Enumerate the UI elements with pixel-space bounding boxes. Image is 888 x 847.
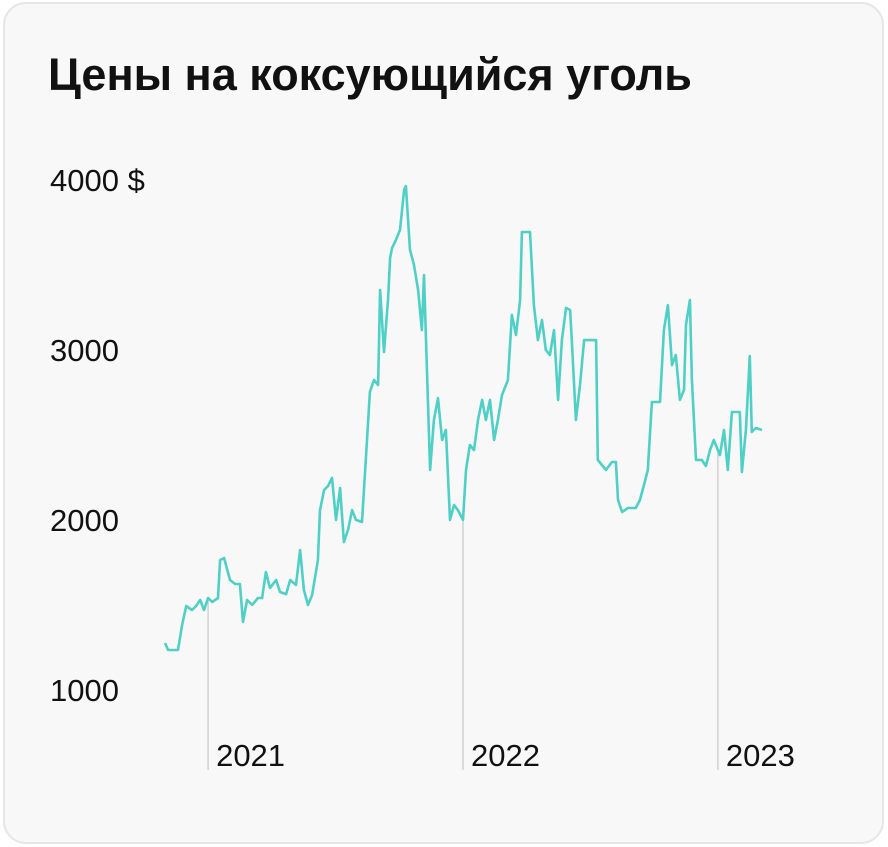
price-line	[163, 184, 763, 652]
card	[3, 2, 884, 844]
x-tick-label: 2023	[726, 738, 795, 773]
y-tick-label: 4000 $	[50, 163, 145, 198]
y-tick-label: 2000	[50, 503, 119, 538]
y-tick-label: 1000	[50, 673, 119, 708]
y-tick-label: 3000	[50, 333, 119, 368]
chart-title: Цены на коксующийся уголь	[48, 49, 692, 100]
x-tick-label: 2021	[216, 738, 285, 773]
x-tick-label: 2022	[471, 738, 540, 773]
